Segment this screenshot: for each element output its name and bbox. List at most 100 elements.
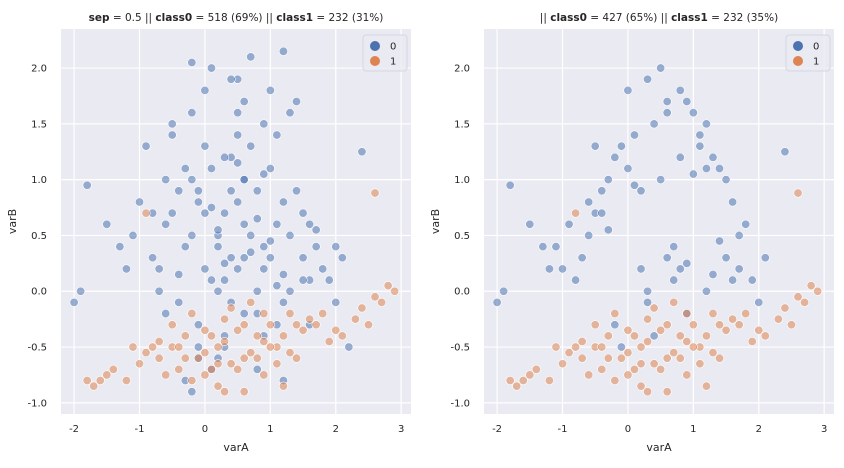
scatter-point	[357, 303, 367, 313]
scatter-point	[187, 309, 197, 319]
scatter-point	[603, 175, 613, 185]
scatter-point	[292, 320, 302, 330]
scatter-point	[505, 180, 515, 190]
scatter-point	[760, 253, 770, 263]
scatter-point	[590, 320, 600, 330]
scatter-point	[649, 359, 659, 369]
scatter-point	[292, 186, 302, 196]
y-axis-label: varB	[429, 209, 442, 234]
scatter-point	[688, 320, 698, 330]
scatter-point	[656, 175, 666, 185]
scatter-point	[226, 253, 236, 263]
scatter-point	[643, 387, 653, 397]
scatter-point	[701, 163, 711, 173]
scatter-point	[747, 336, 757, 346]
scatter-point	[331, 325, 341, 335]
scatter-point	[688, 108, 698, 118]
scatter-point	[226, 186, 236, 196]
scatter-point	[259, 336, 269, 346]
scatter-point	[708, 348, 718, 358]
scatter-point	[701, 119, 711, 129]
x-tick-label: 1	[690, 424, 696, 435]
scatter-point	[200, 141, 210, 151]
scatter-point	[252, 214, 262, 224]
scatter-point	[728, 314, 738, 324]
scatter-point	[252, 186, 262, 196]
scatter-point	[715, 320, 725, 330]
scatter-point	[278, 270, 288, 280]
scatter-point	[551, 242, 561, 252]
y-tick-label: -0.5	[450, 343, 470, 354]
scatter-point	[597, 186, 607, 196]
scatter-point	[688, 169, 698, 179]
scatter-point	[649, 331, 659, 341]
scatter-point	[643, 336, 653, 346]
scatter-point	[180, 242, 190, 252]
scatter-point	[187, 230, 197, 240]
scatter-point	[577, 353, 587, 363]
scatter-point	[610, 376, 620, 386]
series-1	[82, 188, 400, 397]
scatter-point	[200, 264, 210, 274]
scatter-point	[623, 163, 633, 173]
scatter-point	[590, 141, 600, 151]
scatter-point	[193, 320, 203, 330]
scatter-point	[285, 230, 295, 240]
scatter-point	[102, 219, 112, 229]
scatter-point	[206, 163, 216, 173]
scatter-point	[318, 264, 328, 274]
scatter-point	[643, 297, 653, 307]
x-tick-label: 0	[625, 424, 631, 435]
scatter-point	[331, 297, 341, 307]
scatter-point	[584, 370, 594, 380]
scatter-point	[597, 208, 607, 218]
scatter-point	[370, 292, 380, 302]
scatter-point	[161, 309, 171, 319]
x-tick-label: -2	[69, 424, 79, 435]
scatter-point	[363, 320, 373, 330]
scatter-point	[318, 309, 328, 319]
scatter-point	[344, 342, 354, 352]
scatter-point	[623, 348, 633, 358]
x-tick-label: -1	[558, 424, 568, 435]
scatter-point	[108, 364, 118, 374]
title-part: ||	[540, 12, 550, 24]
legend-marker	[370, 56, 380, 66]
scatter-point	[82, 180, 92, 190]
scatter-point	[141, 208, 151, 218]
scatter-point	[544, 376, 554, 386]
scatter-point	[148, 253, 158, 263]
scatter-point	[121, 376, 131, 386]
scatter-point	[161, 370, 171, 380]
scatter-point	[734, 264, 744, 274]
scatter-point	[187, 57, 197, 67]
chart-title: sep = 0.5 || class0 = 518 (69%) || class…	[89, 12, 384, 24]
scatter-point	[180, 331, 190, 341]
series-1	[505, 188, 823, 397]
y-tick-label: 0.0	[454, 287, 470, 298]
scatter-point	[233, 325, 243, 335]
scatter-point	[167, 208, 177, 218]
scatter-point	[695, 130, 705, 140]
scatter-point	[200, 370, 210, 380]
scatter-point	[721, 253, 731, 263]
scatter-point	[213, 242, 223, 252]
scatter-point	[298, 275, 308, 285]
legend-marker	[370, 41, 380, 51]
scatter-point	[292, 97, 302, 107]
y-tick-label: 0.5	[31, 231, 47, 242]
scatter-point	[69, 297, 79, 307]
scatter-point	[246, 230, 256, 240]
scatter-point	[233, 158, 243, 168]
scatter-point	[728, 275, 738, 285]
scatter-point	[206, 364, 216, 374]
scatter-point	[246, 348, 256, 358]
scatter-point	[311, 242, 321, 252]
title-part: class0	[155, 12, 192, 24]
scatter-point	[734, 320, 744, 330]
scatter-point	[518, 376, 528, 386]
scatter-point	[265, 320, 275, 330]
scatter-point	[656, 364, 666, 374]
scatter-point	[272, 219, 282, 229]
scatter-point	[643, 314, 653, 324]
